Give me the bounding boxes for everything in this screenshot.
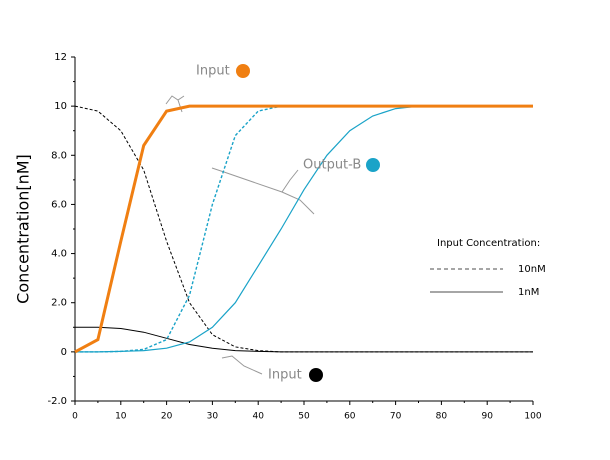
x-tick-label: 10 <box>115 412 127 422</box>
annotation-dot <box>366 158 380 172</box>
legend-label: 1nM <box>518 287 539 298</box>
y-tick-label: -2.0 <box>47 396 67 407</box>
x-tick-label: 100 <box>524 412 541 422</box>
x-tick-label: 30 <box>207 412 219 422</box>
y-tick-label: 6.0 <box>51 199 67 210</box>
annotation-label: Input <box>268 368 302 383</box>
x-tick-label: 90 <box>481 412 493 422</box>
annotation-dot <box>236 64 250 78</box>
annotation-brackets <box>165 95 315 375</box>
annotation-label: Input <box>196 64 230 79</box>
y-tick-label: 4.0 <box>51 249 67 260</box>
y-tick-label: 12 <box>54 52 67 63</box>
x-tick-label: 0 <box>72 412 78 422</box>
x-tick-label: 70 <box>390 412 402 422</box>
x-tick-label: 40 <box>252 412 264 422</box>
y-tick-label: 0 <box>61 347 67 358</box>
y-tick-label: 2.0 <box>51 298 67 309</box>
x-tick-label: 20 <box>161 412 173 422</box>
x-tick-label: 50 <box>298 412 310 422</box>
series-line <box>75 326 533 353</box>
y-tick-label: 10 <box>54 101 67 112</box>
y-tick-label: 8.0 <box>51 150 67 161</box>
series-line <box>74 104 533 354</box>
x-tick-label: 60 <box>344 412 356 422</box>
annotation-label: Output-B <box>303 158 361 173</box>
legend-title: Input Concentration: <box>437 238 540 249</box>
x-tick-label: 80 <box>436 412 448 422</box>
legend-label: 10nM <box>518 264 546 275</box>
annotation-dot <box>309 368 323 382</box>
y-axis-label: Concentration[nM] <box>14 154 33 304</box>
